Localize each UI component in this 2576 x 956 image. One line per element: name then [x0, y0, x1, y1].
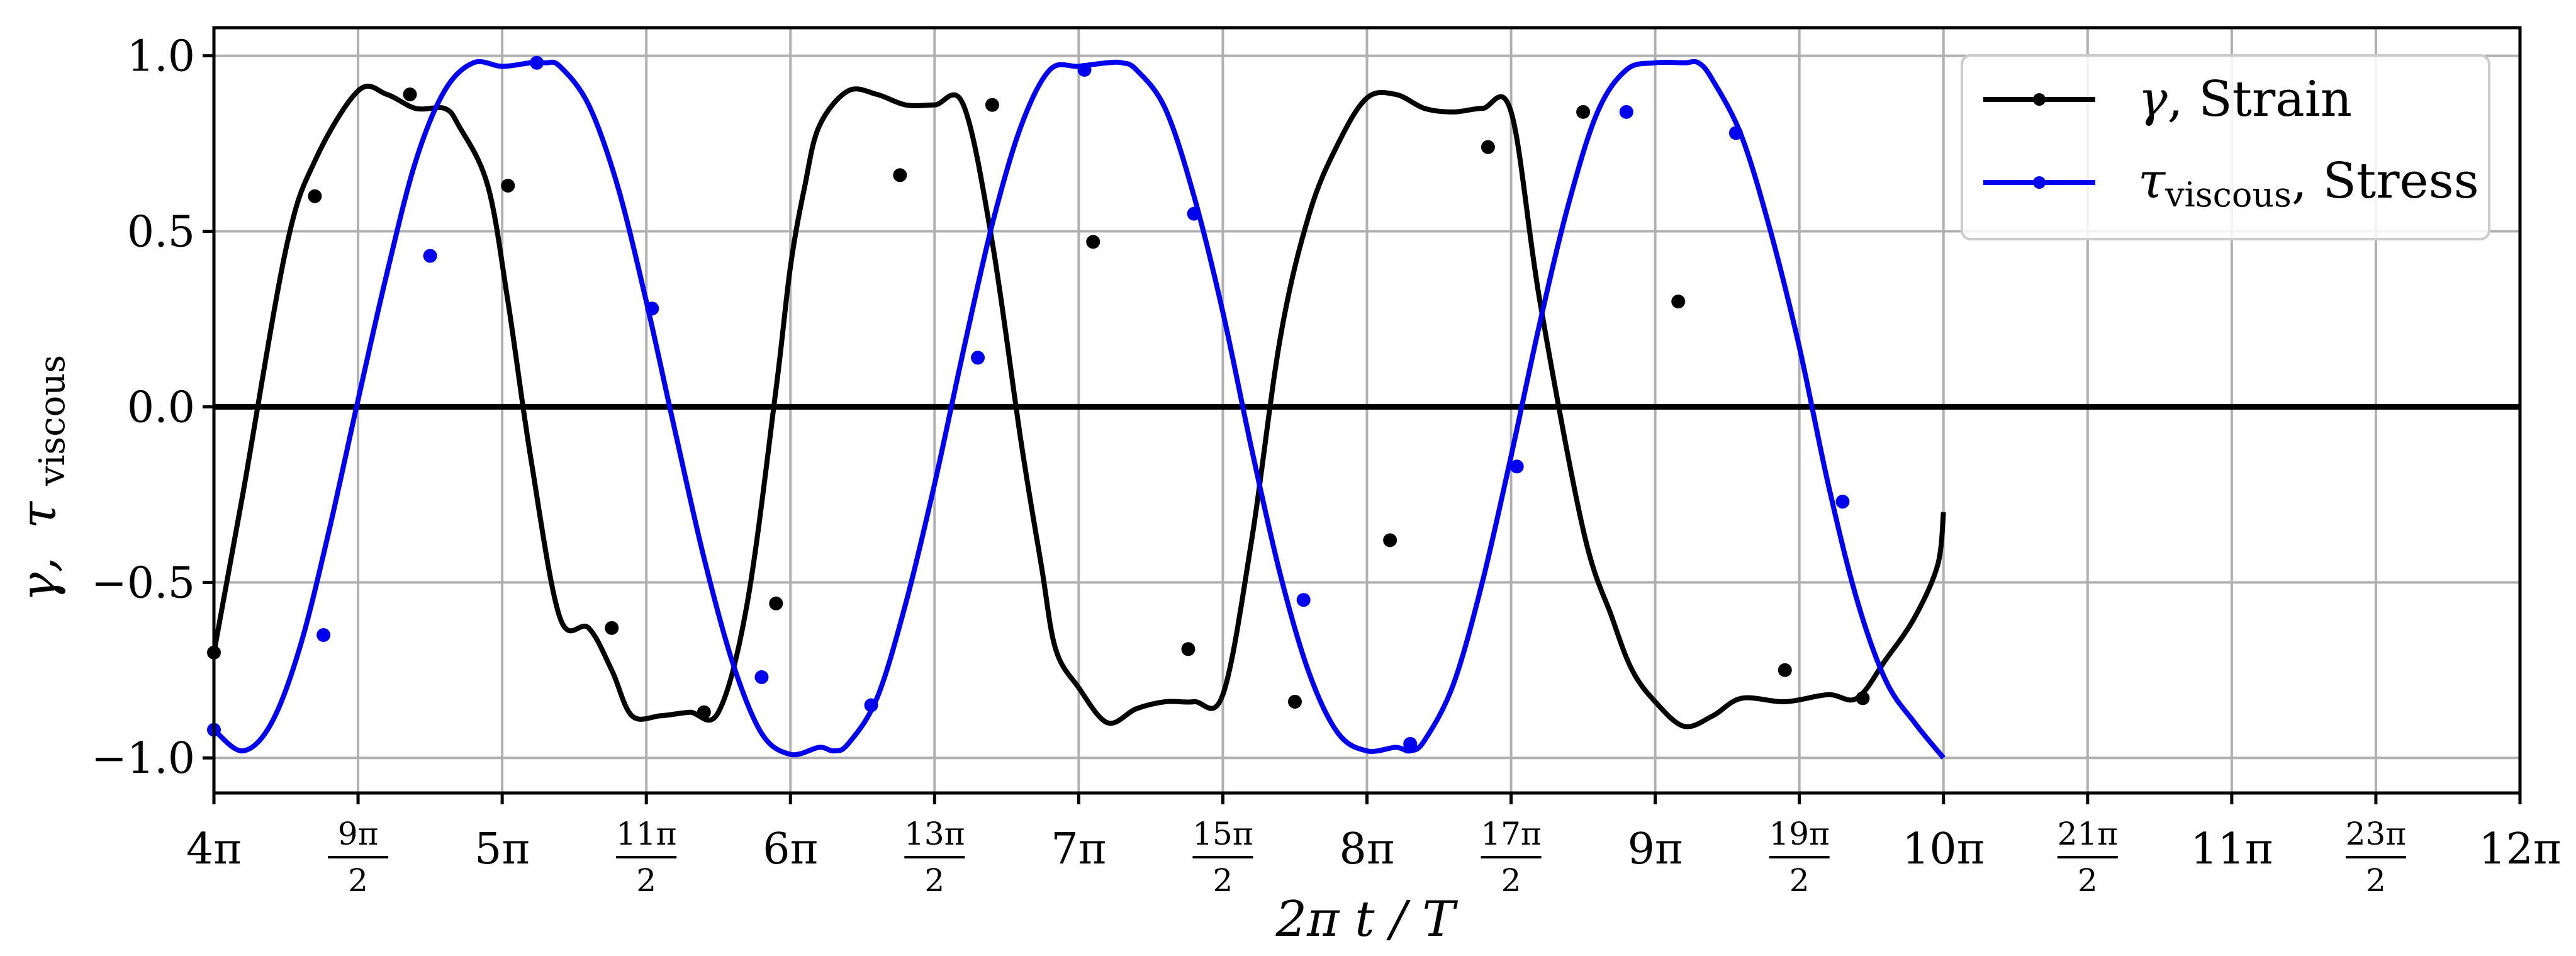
x-tick-label: 11π [2190, 824, 2273, 874]
x-tick-label-denominator: 2 [2366, 862, 2386, 899]
stress-marker [1619, 104, 1633, 119]
x-tick-label: 4π [186, 824, 242, 874]
y-axis-label-sub: viscous [32, 355, 73, 486]
strain-marker [1576, 104, 1591, 119]
strain-marker [308, 189, 322, 203]
y-tick-label: −0.5 [91, 558, 195, 608]
x-tick-label-denominator: 2 [636, 862, 656, 899]
stress-marker [1077, 62, 1092, 77]
y-tick-label: −1.0 [91, 734, 195, 784]
x-tick-label-denominator: 2 [1501, 862, 1521, 899]
x-tick-label: 6π [763, 824, 818, 874]
stress-marker [1728, 126, 1743, 140]
stress-marker [423, 249, 437, 263]
x-tick-label: 10π [1902, 824, 1985, 874]
x-tick-label-numerator: 21π [2058, 816, 2118, 852]
strain-marker [1856, 691, 1870, 706]
x-tick-label-denominator: 2 [924, 862, 944, 899]
plot-series [207, 55, 1946, 760]
stress-marker [1187, 206, 1201, 221]
x-tick-label-numerator: 9π [338, 816, 379, 852]
strain-marker [893, 168, 907, 183]
stress-marker [316, 627, 331, 642]
strain-marker [697, 705, 711, 719]
strain-marker [1481, 140, 1495, 154]
y-axis-label-gamma: γ, [11, 557, 67, 602]
stress-marker [645, 301, 659, 316]
x-tick-label: 9π [1628, 824, 1683, 874]
x-tick-label-denominator: 2 [1789, 862, 1810, 899]
legend-item-strain: γ, Strain [1983, 71, 2352, 128]
grid [213, 28, 2521, 793]
x-tick-label-denominator: 2 [348, 862, 368, 899]
y-axis-ticks: 1.0 0.5 0.0 −0.5 −1.0 [91, 32, 214, 784]
strain-marker [769, 596, 783, 610]
x-axis-label: 2π t / T [1275, 891, 1459, 948]
strain-marker [985, 98, 999, 112]
strain-marker [1086, 235, 1100, 249]
strain-line [211, 84, 1946, 729]
legend-marker-strain [2033, 93, 2046, 106]
strain-marker [403, 87, 417, 101]
legend-label-stress: τviscous, Stress [2138, 153, 2479, 215]
x-tick-label-numerator: 17π [1481, 816, 1541, 852]
x-tick-label: 7π [1051, 824, 1106, 874]
x-tick-label-denominator: 2 [1213, 862, 1233, 899]
legend-marker-stress [2033, 176, 2046, 189]
x-tick-label: 8π [1340, 824, 1395, 874]
stress-marker [754, 670, 769, 684]
x-tick-label-denominator: 2 [2078, 862, 2098, 899]
legend-item-stress: τviscous, Stress [1983, 153, 2479, 215]
stress-marker [1296, 593, 1311, 607]
stress-marker [864, 698, 878, 712]
stress-marker [971, 351, 985, 365]
stress-marker [1835, 495, 1850, 509]
y-axis-label: γ, τ viscous [11, 355, 73, 602]
strain-marker [1778, 663, 1792, 677]
y-tick-label: 0.5 [127, 208, 195, 257]
x-tick-label: 5π [474, 824, 530, 874]
legend-label-strain: γ, Strain [2138, 71, 2352, 128]
x-tick-label-numerator: 15π [1192, 816, 1253, 852]
strain-marker [605, 621, 619, 635]
strain-marker [1383, 533, 1397, 548]
x-tick-label: 12π [2478, 824, 2561, 874]
legend: γ, Strain τviscous, Stress [1961, 54, 2490, 240]
strain-marker [1287, 694, 1302, 709]
y-axis-label-tau: τ [11, 500, 67, 529]
x-tick-label-numerator: 23π [2346, 816, 2406, 852]
y-tick-label: 0.0 [127, 383, 195, 432]
x-tick-label-numerator: 19π [1769, 816, 1829, 852]
stress-marker [1509, 459, 1524, 474]
strain-marker [1671, 295, 1686, 309]
stress-marker [530, 55, 544, 70]
strain-marker [1181, 642, 1196, 656]
x-tick-label-numerator: 11π [616, 816, 676, 852]
y-tick-label: 1.0 [127, 32, 195, 82]
x-tick-label-numerator: 13π [904, 816, 965, 852]
strain-marker [501, 179, 515, 193]
stress-marker [1403, 736, 1418, 751]
